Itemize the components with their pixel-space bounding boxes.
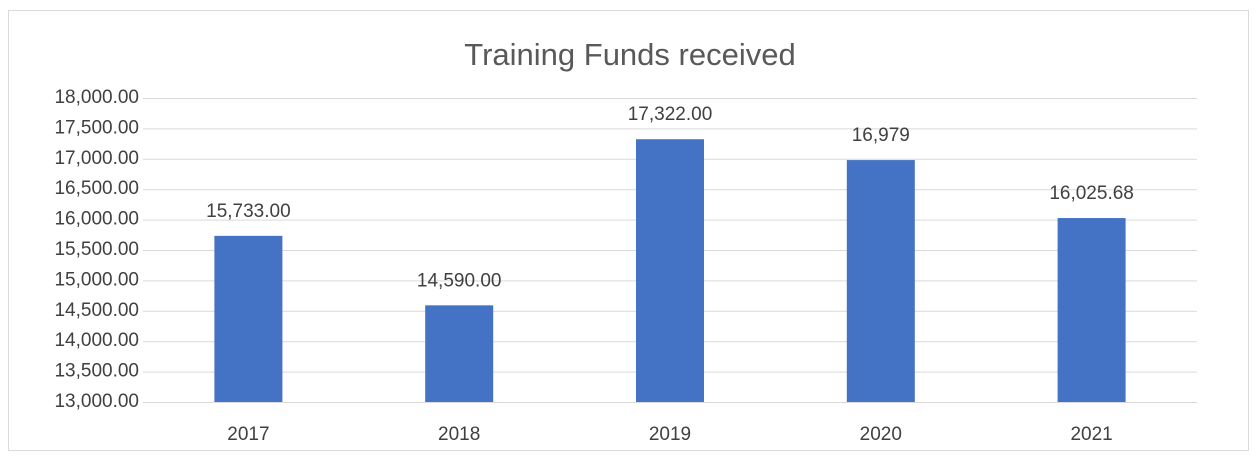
y-tick-label: 17,000.00 bbox=[54, 148, 139, 169]
y-tick-label: 18,000.00 bbox=[54, 87, 139, 108]
x-tick-label: 2017 bbox=[227, 424, 269, 445]
data-label: 15,733.00 bbox=[206, 201, 291, 222]
data-label: 16,979 bbox=[852, 125, 910, 146]
bar bbox=[425, 305, 494, 402]
bar bbox=[846, 160, 915, 402]
bar bbox=[636, 139, 704, 402]
y-tick-label: 16,000.00 bbox=[54, 209, 139, 230]
chart-title: Training Funds received bbox=[464, 37, 795, 72]
x-tick-label: 2021 bbox=[1070, 424, 1112, 445]
y-tick-label: 13,500.00 bbox=[54, 361, 139, 382]
y-tick-label: 16,500.00 bbox=[54, 178, 139, 199]
y-tick-label: 17,500.00 bbox=[54, 117, 139, 138]
y-tick-label: 15,000.00 bbox=[54, 269, 139, 290]
data-label: 16,025.68 bbox=[1049, 183, 1134, 204]
y-tick-label: 14,500.00 bbox=[54, 300, 139, 321]
x-tick-label: 2019 bbox=[649, 424, 691, 445]
x-tick-label: 2018 bbox=[438, 424, 480, 445]
bar bbox=[1057, 218, 1126, 402]
y-tick-label: 14,000.00 bbox=[54, 330, 139, 351]
data-label: 17,322.00 bbox=[628, 104, 713, 125]
bar bbox=[214, 235, 283, 402]
data-label: 14,590.00 bbox=[417, 270, 502, 291]
x-tick-label: 2020 bbox=[860, 424, 902, 445]
y-tick-label: 13,000.00 bbox=[54, 391, 139, 412]
y-tick-label: 15,500.00 bbox=[54, 239, 139, 260]
